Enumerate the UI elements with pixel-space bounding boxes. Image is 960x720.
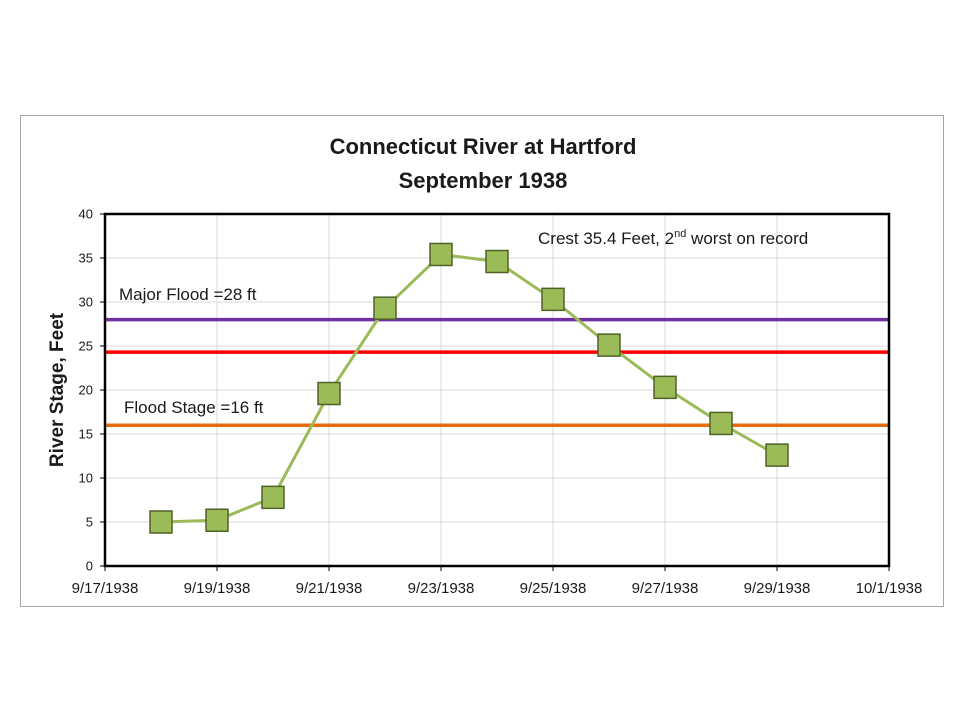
series-layer <box>149 242 789 534</box>
data-point-marker <box>149 510 173 534</box>
x-tick-label: 9/19/1938 <box>184 580 251 597</box>
x-tick-label: 9/23/1938 <box>408 580 475 597</box>
y-tick-label: 10 <box>79 471 93 486</box>
data-point-marker <box>485 249 509 274</box>
y-tick-label: 40 <box>79 207 93 222</box>
crest-annotation: Crest 35.4 Feet, 2nd worst on record <box>538 228 808 248</box>
x-tick-label: 9/29/1938 <box>744 580 811 597</box>
grid-layer <box>104 213 890 567</box>
y-axis-label: River Stage, Feet <box>47 312 68 467</box>
chart-svg: Connecticut River at Hartford September … <box>47 134 923 598</box>
x-tick-label: 9/25/1938 <box>520 580 587 597</box>
y-tick-label: 25 <box>79 339 93 354</box>
data-point-marker <box>205 508 229 532</box>
y-tick-label: 20 <box>79 383 93 398</box>
y-tick-label: 0 <box>86 559 93 574</box>
data-point-marker <box>709 411 733 436</box>
chart-title-line-1: Connecticut River at Hartford <box>330 134 637 159</box>
data-point-marker <box>317 381 341 406</box>
x-tick-label: 10/1/1938 <box>856 580 923 597</box>
x-tick-label: 9/27/1938 <box>632 580 699 597</box>
y-tick-label: 15 <box>79 427 93 442</box>
axis-layer <box>100 212 891 571</box>
data-point-marker <box>653 375 677 400</box>
data-point-marker <box>429 242 453 267</box>
reference-lines-layer <box>105 317 889 427</box>
y-tick-label: 5 <box>86 515 93 530</box>
flood-stage-annotation: Flood Stage =16 ft <box>124 398 264 417</box>
data-point-marker <box>597 333 621 357</box>
label-layer: 0 5 10 15 20 25 30 35 40 9/17/1938 9/19/1938 9/21/1… <box>72 207 923 598</box>
data-point-marker <box>765 443 789 467</box>
chart-frame: Connecticut River at Hartford September … <box>20 115 944 607</box>
major-flood-annotation: Major Flood =28 ft <box>119 285 257 304</box>
chart-title-line-2: September 1938 <box>399 168 568 193</box>
y-tick-label: 30 <box>79 295 93 310</box>
x-tick-label: 9/21/1938 <box>296 580 363 597</box>
data-point-marker <box>541 287 565 312</box>
y-tick-label: 35 <box>79 251 93 266</box>
x-tick-label: 9/17/1938 <box>72 580 139 597</box>
data-point-marker <box>261 485 285 510</box>
data-point-marker <box>373 296 397 320</box>
